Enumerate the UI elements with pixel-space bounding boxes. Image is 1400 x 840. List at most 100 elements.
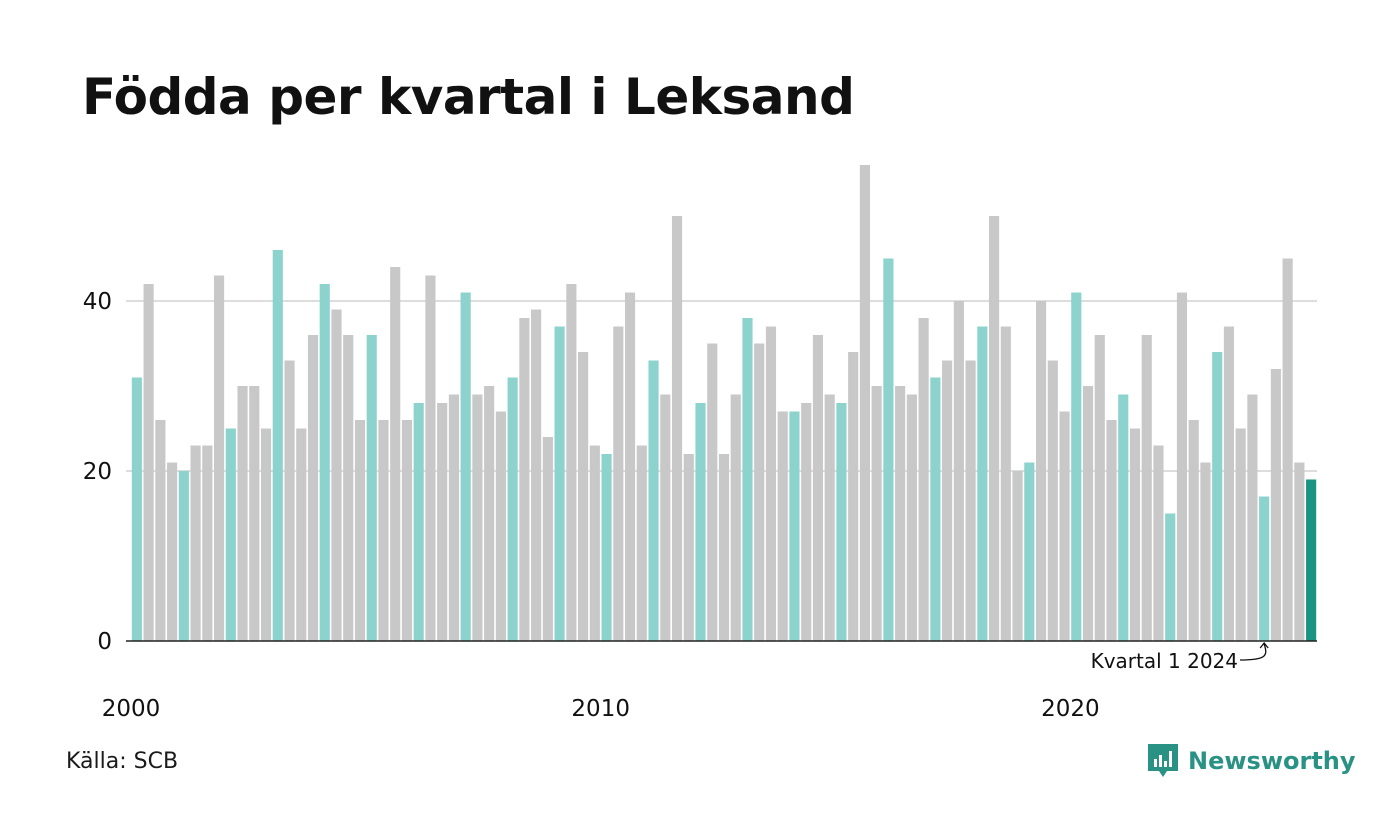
bar — [319, 284, 330, 641]
bar — [718, 454, 730, 641]
bar — [378, 420, 389, 641]
bar — [1235, 428, 1246, 641]
bar — [131, 377, 142, 641]
bar — [507, 377, 518, 641]
bar — [155, 420, 166, 641]
bar — [1047, 360, 1058, 641]
bar — [390, 267, 401, 641]
bar — [730, 394, 741, 641]
bar — [401, 420, 413, 641]
brand-logo: Newsworthy — [1148, 744, 1356, 778]
bar — [953, 301, 964, 641]
bar — [1094, 335, 1105, 641]
bar — [1071, 292, 1082, 641]
bar — [671, 216, 683, 641]
chart-title: Födda per kvartal i Leksand — [82, 68, 855, 126]
bar — [519, 318, 530, 641]
bar — [836, 403, 847, 641]
bars — [131, 165, 1317, 641]
bar — [801, 403, 812, 641]
bar — [1012, 471, 1023, 641]
bar — [1212, 352, 1223, 641]
bar — [214, 275, 225, 641]
bar — [343, 335, 354, 641]
bar — [765, 326, 777, 641]
bar — [812, 335, 824, 641]
bar — [883, 258, 894, 641]
bar — [167, 462, 178, 641]
bar — [190, 445, 201, 641]
bar — [942, 360, 953, 641]
bar — [707, 343, 718, 641]
bar — [1223, 326, 1234, 641]
bar — [1188, 420, 1199, 641]
bar — [1165, 513, 1176, 641]
bar — [977, 326, 988, 641]
bar — [484, 386, 495, 641]
bar — [1035, 301, 1047, 641]
bar — [448, 394, 459, 641]
bar — [648, 360, 659, 641]
annotation-arrow — [1239, 641, 1269, 661]
x-tick-label: 2010 — [571, 696, 630, 722]
bar — [260, 428, 272, 641]
x-tick-label: 2020 — [1041, 696, 1100, 722]
bar — [272, 250, 283, 641]
bar — [918, 318, 929, 641]
bar — [1270, 369, 1281, 641]
bar — [1176, 292, 1188, 641]
bar — [965, 360, 976, 641]
bar — [895, 386, 906, 641]
x-tick-label: 2000 — [102, 696, 161, 722]
axes: 0 20 40 2000 2010 2020 — [83, 289, 1317, 722]
bar — [331, 309, 342, 641]
bar — [789, 411, 800, 641]
bar-chart: 0 20 40 2000 2010 2020 Kvartal 1 2024 — [83, 165, 1317, 722]
y-tick-label: 0 — [97, 629, 112, 655]
bar — [624, 292, 636, 641]
bar — [202, 445, 213, 641]
bar — [143, 284, 154, 641]
bar — [695, 403, 706, 641]
bar — [366, 335, 377, 641]
bar — [1118, 394, 1129, 641]
bar — [859, 165, 870, 641]
bar — [1306, 479, 1317, 641]
bar — [601, 454, 612, 641]
bar — [1106, 420, 1117, 641]
bar — [284, 360, 295, 641]
bar — [613, 326, 624, 641]
bar — [460, 292, 471, 641]
bar — [636, 445, 647, 641]
bar — [848, 352, 859, 641]
bar — [425, 275, 436, 641]
bar — [1000, 326, 1011, 641]
bar — [554, 326, 565, 641]
bar — [1282, 258, 1293, 641]
bar — [683, 454, 694, 641]
bar — [1200, 462, 1211, 641]
bar — [1082, 386, 1094, 641]
bar — [578, 352, 589, 641]
bar — [824, 394, 835, 641]
bar — [413, 403, 424, 641]
bar — [249, 386, 260, 641]
bar — [1141, 335, 1152, 641]
bar — [1247, 394, 1258, 641]
bar — [1259, 496, 1270, 641]
bar — [296, 428, 307, 641]
bar — [225, 428, 236, 641]
bar — [354, 420, 366, 641]
bar — [437, 403, 448, 641]
bar — [495, 411, 506, 641]
annotation: Kvartal 1 2024 — [1091, 641, 1269, 673]
annotation-label: Kvartal 1 2024 — [1091, 649, 1238, 673]
newsworthy-logo-icon — [1148, 744, 1178, 777]
bar — [989, 216, 1000, 641]
y-tick-label: 40 — [83, 289, 112, 315]
bar — [871, 386, 882, 641]
bar — [777, 411, 788, 641]
bar — [531, 309, 542, 641]
bar — [307, 335, 319, 641]
bar — [754, 343, 765, 641]
